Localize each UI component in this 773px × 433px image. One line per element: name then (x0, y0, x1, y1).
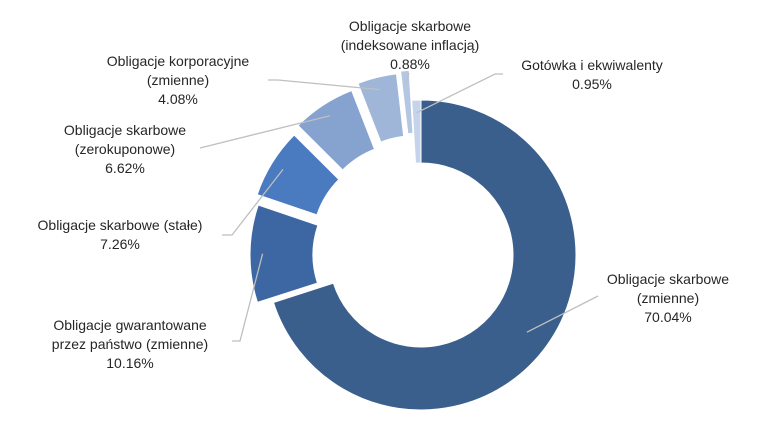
leader-line-2 (222, 168, 284, 236)
slice-label-obligacje-skarbowe-zmienne: Obligacje skarbowe (zmienne) 70.04% (606, 271, 730, 325)
donut-slice-4 (357, 73, 405, 143)
slice-label-obligacje-skarbowe-indeksowane: Obligacje skarbowe (indeksowane inflacją… (340, 18, 480, 72)
slice-label-obligacje-gwarantowane: Obligacje gwarantowane przez państwo (zm… (51, 317, 209, 371)
donut-slice-1 (249, 204, 319, 303)
donut-slice-0 (272, 99, 577, 411)
slice-label-gotowka-i-ekwiwalenty: Gotówka i ekwiwalenty 0.95% (521, 57, 663, 92)
donut-slice-2 (256, 134, 340, 216)
leader-line-1 (232, 253, 264, 342)
slice-label-obligacje-skarbowe-zerokuponowe: Obligacje skarbowe (zerokuponowe) 6.62% (63, 122, 187, 176)
leader-line-5 (405, 72, 410, 84)
donut-slice-3 (297, 89, 376, 171)
slice-label-obligacje-korporacyjne: Obligacje korporacyjne (zmienne) 4.08% (106, 53, 250, 107)
leader-line-6 (416, 73, 503, 114)
slice-label-obligacje-skarbowe-stale: Obligacje skarbowe (stałe) 7.26% (37, 217, 203, 252)
leader-line-0 (526, 295, 599, 333)
donut-slice-6 (411, 99, 422, 164)
donut-slice-5 (400, 69, 414, 135)
leader-line-4 (268, 79, 381, 91)
leader-line-3 (199, 115, 331, 149)
